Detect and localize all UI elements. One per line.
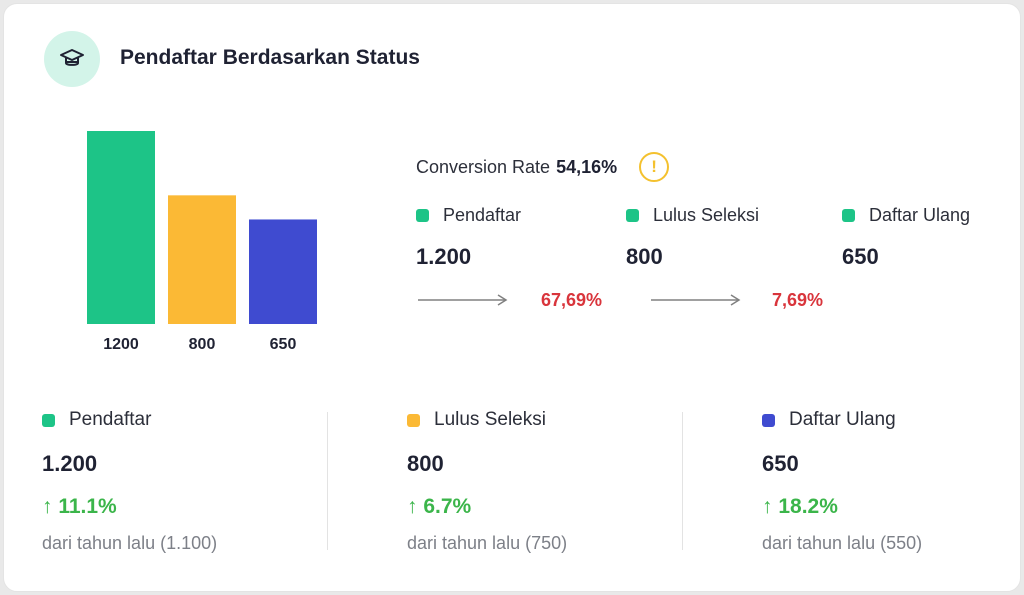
graduation-cap-icon — [44, 31, 100, 87]
stat-label: Daftar Ulang — [789, 409, 896, 430]
legend-dot-pendaftar — [42, 413, 55, 427]
conversion-rate: Conversion Rate 54,16% ! — [416, 152, 670, 182]
legend-dot-lulus-seleksi — [407, 413, 420, 427]
funnel-label: Pendaftar — [443, 205, 522, 225]
stat-pendaftar: Pendaftar 1.200 ↑ 11.1% dari tahun lalu … — [42, 409, 217, 554]
bar-lulus-seleksi — [168, 195, 236, 324]
divider — [327, 412, 328, 550]
funnel-label: Lulus Seleksi — [653, 205, 760, 225]
stat-previous: dari tahun lalu (750) — [407, 533, 568, 553]
conversion-rate-label: Conversion Rate — [416, 156, 551, 177]
stat-label: Pendaftar — [69, 409, 152, 430]
bar-pendaftar — [87, 131, 155, 324]
stat-change: ↑ 6.7% — [407, 495, 472, 518]
funnel-value: 1.200 — [416, 244, 472, 269]
card-title: Pendaftar Berdasarkan Status — [120, 46, 420, 69]
status-card: Pendaftar Berdasarkan Status 1200 800 650 … — [3, 3, 1021, 592]
warning-glyph: ! — [651, 157, 657, 176]
stat-value: 650 — [762, 451, 799, 476]
stat-previous: dari tahun lalu (550) — [762, 533, 923, 553]
legend-dot-daftar-ulang — [762, 413, 775, 427]
funnel-value: 800 — [626, 244, 663, 269]
stat-change: ↑ 18.2% — [762, 495, 838, 518]
legend-dot-lulus-seleksi — [626, 209, 639, 222]
stat-value: 1.200 — [42, 451, 98, 476]
warning-icon[interactable]: ! — [639, 152, 670, 182]
divider — [682, 412, 683, 550]
bar-value-label: 650 — [270, 336, 297, 353]
bar-daftar-ulang — [249, 219, 317, 324]
bar-value-label: 800 — [189, 336, 216, 353]
funnel-item-lulus-seleksi: Lulus Seleksi 800 — [626, 205, 759, 270]
conversion-rate-value: 54,16% — [556, 156, 618, 177]
funnel-item-pendaftar: Pendaftar 1.200 — [416, 205, 521, 270]
funnel-value: 650 — [842, 244, 879, 269]
conversion-rate-step-2: 7,69% — [772, 290, 824, 310]
stat-previous: dari tahun lalu (1.100) — [42, 533, 218, 553]
stat-daftar-ulang: Daftar Ulang 650 ↑ 18.2% dari tahun lalu… — [762, 409, 922, 554]
bar-value-label: 1200 — [103, 336, 139, 353]
arrow-right-icon — [651, 294, 741, 306]
status-bar-chart: 1200 800 650 — [87, 131, 317, 353]
funnel-item-daftar-ulang: Daftar Ulang 650 — [842, 205, 970, 270]
funnel-label: Daftar Ulang — [869, 205, 971, 225]
stat-value: 800 — [407, 451, 444, 476]
legend-dot-pendaftar — [416, 209, 429, 222]
conversion-rate-step-1: 67,69% — [541, 290, 603, 310]
legend-dot-daftar-ulang — [842, 209, 855, 222]
stat-change: ↑ 11.1% — [42, 495, 117, 518]
stat-lulus-seleksi: Lulus Seleksi 800 ↑ 6.7% dari tahun lalu… — [407, 409, 567, 554]
arrow-right-icon — [418, 294, 508, 306]
stat-label: Lulus Seleksi — [434, 409, 546, 430]
